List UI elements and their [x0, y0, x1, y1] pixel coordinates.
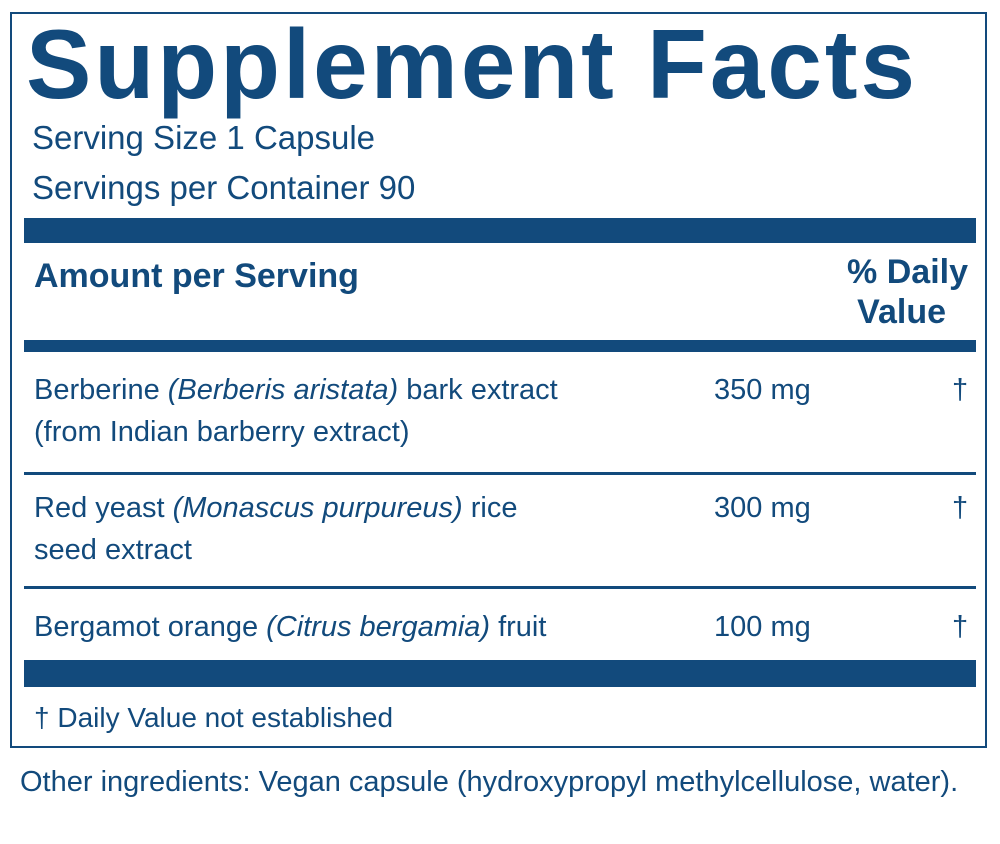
ingredient-name: Bergamot orange (Citrus bergamia) fruit: [34, 609, 546, 645]
row-rule: [24, 472, 976, 475]
ingredient-name-line2: seed extract: [34, 534, 192, 566]
daily-value: †: [952, 374, 969, 406]
amount: 300 mg: [714, 492, 811, 524]
other-ingredients: Other ingredients: Vegan capsule (hydrox…: [20, 766, 959, 798]
name-part: rice: [470, 492, 518, 524]
divider-bar: [24, 340, 976, 352]
daily-value: †: [952, 611, 969, 643]
title: Supplement Facts: [26, 9, 919, 119]
servings-per-container: Servings per Container 90: [32, 169, 416, 206]
footnote: † Daily Value not established: [34, 702, 394, 733]
daily-value: †: [952, 492, 969, 524]
facts-panel: [10, 12, 987, 748]
row-rule: [24, 586, 976, 589]
amount-header: Amount per Serving: [34, 257, 359, 295]
ingredient-name-line2: (from Indian barberry extract): [34, 416, 410, 448]
name-part: Red yeast: [34, 492, 165, 524]
ingredient-name: Berberine (Berberis aristata) bark extract: [34, 372, 558, 408]
name-part: Bergamot orange: [34, 611, 259, 643]
amount: 100 mg: [714, 611, 811, 643]
ingredient-name: Red yeast (Monascus purpureus) rice: [34, 490, 517, 526]
name-part: Berberine: [34, 374, 160, 406]
name-part: (Citrus bergamia): [266, 611, 491, 643]
daily-value-header: Value: [857, 293, 946, 331]
name-part: fruit: [498, 611, 547, 643]
divider-bar: [24, 218, 976, 243]
name-part: bark extract: [406, 374, 558, 406]
divider-bar: [24, 660, 976, 687]
name-part: (Berberis aristata): [167, 374, 399, 406]
daily-value-header: % Daily: [847, 253, 968, 291]
name-part: (Monascus purpureus): [172, 492, 463, 524]
serving-size: Serving Size 1 Capsule: [32, 119, 376, 156]
amount: 350 mg: [714, 374, 811, 406]
